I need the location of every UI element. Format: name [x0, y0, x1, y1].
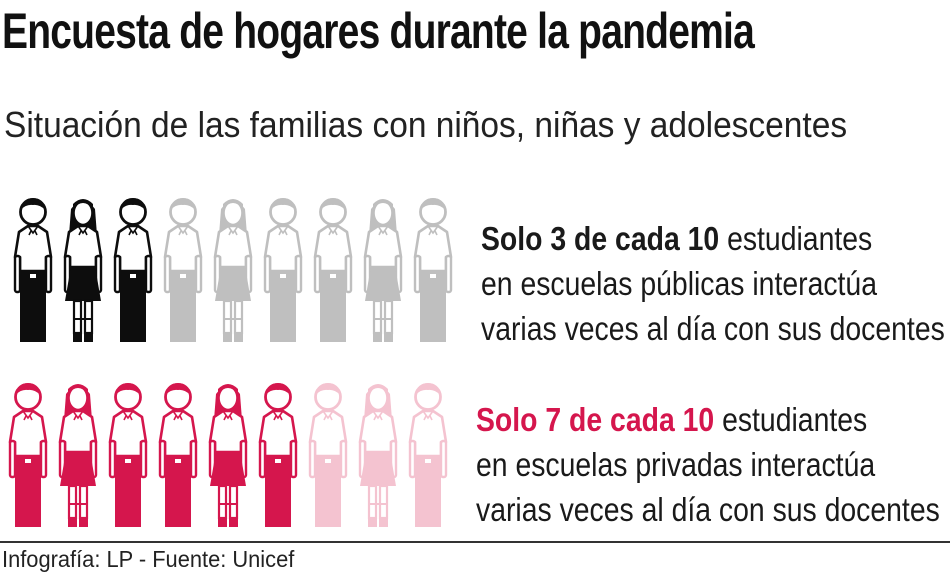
- boy-figure-icon-empty: [407, 380, 449, 528]
- boy-figure-icon-empty: [307, 380, 349, 528]
- caption-text: estudiantes: [719, 220, 873, 257]
- girl-figure-icon-empty: [357, 380, 399, 528]
- caption-line: en escuelas privadas interactúa: [476, 446, 876, 483]
- caption-line: varias veces al día con sus docentes: [476, 491, 940, 528]
- girl-figure-icon-filled: [62, 195, 104, 343]
- caption-highlight: Solo 7 de cada 10: [476, 401, 715, 438]
- boy-figure-icon-filled: [257, 380, 299, 528]
- caption-text: estudiantes: [714, 401, 868, 438]
- boy-figure-icon-empty: [262, 195, 304, 343]
- caption-line: en escuelas públicas interactúa: [481, 265, 877, 302]
- pictogram-row-public: [12, 195, 482, 345]
- boy-figure-icon-filled: [107, 380, 149, 528]
- boy-figure-icon-empty: [312, 195, 354, 343]
- girl-figure-icon-empty: [362, 195, 404, 343]
- girl-figure-icon-filled: [57, 380, 99, 528]
- caption-private: Solo 7 de cada 10 estudiantes en escuela…: [476, 397, 940, 532]
- girl-figure-icon-filled: [207, 380, 249, 528]
- boy-figure-icon-filled: [157, 380, 199, 528]
- boy-figure-icon-empty: [412, 195, 454, 343]
- caption-public: Solo 3 de cada 10 estudiantes en escuela…: [481, 216, 945, 351]
- boy-figure-icon-filled: [112, 195, 154, 343]
- subtitle: Situación de las familias con niños, niñ…: [4, 104, 848, 145]
- page-title: Encuesta de hogares durante la pandemia: [2, 3, 755, 59]
- caption-line: varias veces al día con sus docentes: [481, 310, 945, 347]
- pictogram-row-private: [7, 380, 477, 530]
- divider: [0, 541, 950, 543]
- boy-figure-icon-filled: [7, 380, 49, 528]
- source-credit: Infografía: LP - Fuente: Unicef: [2, 546, 295, 572]
- caption-highlight: Solo 3 de cada 10: [481, 220, 720, 257]
- girl-figure-icon-empty: [212, 195, 254, 343]
- boy-figure-icon-filled: [12, 195, 54, 343]
- boy-figure-icon-empty: [162, 195, 204, 343]
